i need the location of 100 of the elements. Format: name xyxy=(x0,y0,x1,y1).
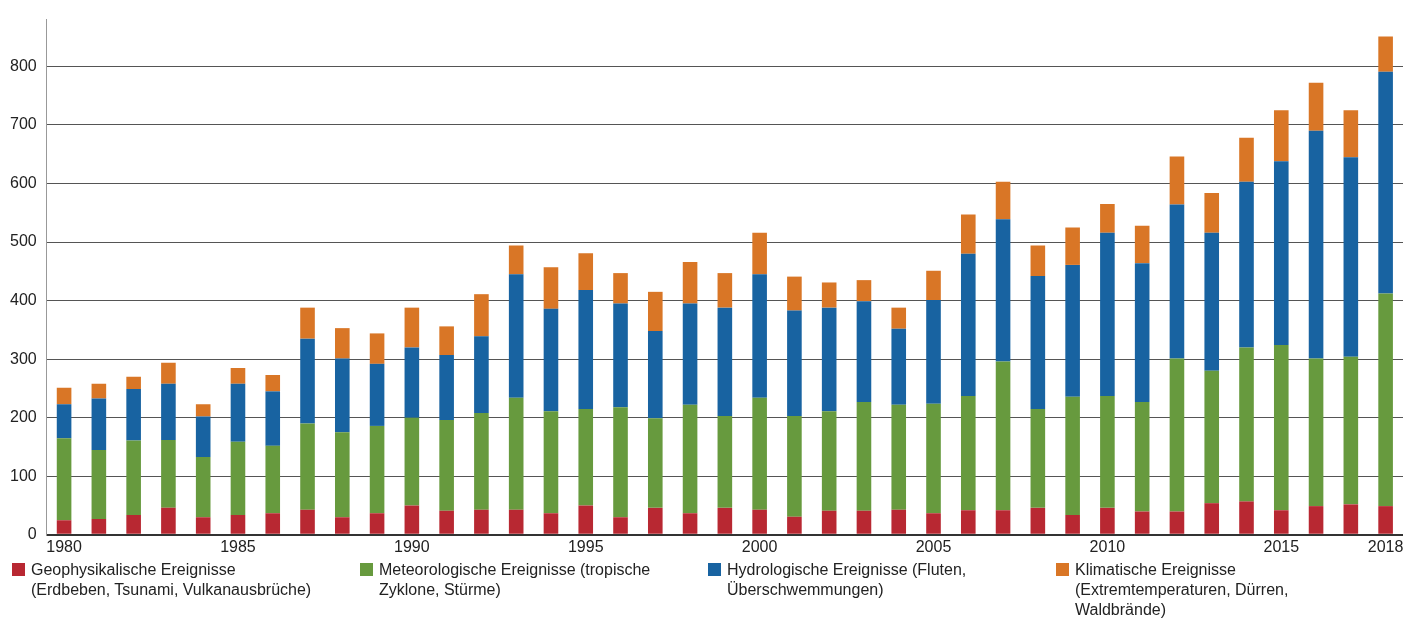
bar xyxy=(126,440,141,515)
bar xyxy=(1030,507,1046,534)
x-tick-label: 1985 xyxy=(220,537,256,555)
bar xyxy=(995,219,1011,362)
bar xyxy=(126,389,141,441)
bar xyxy=(1030,408,1046,508)
bar xyxy=(578,253,594,291)
bar xyxy=(91,398,107,450)
bar xyxy=(613,273,628,304)
bar xyxy=(752,509,767,534)
bar xyxy=(300,509,315,534)
bar xyxy=(1065,227,1080,265)
bar xyxy=(1239,347,1254,502)
bar xyxy=(56,520,72,534)
bar xyxy=(1100,507,1115,534)
x-tick-label: 1990 xyxy=(394,537,430,555)
bar xyxy=(265,374,281,392)
bar xyxy=(543,513,559,534)
bar xyxy=(1169,358,1185,512)
bar xyxy=(474,509,489,534)
bar xyxy=(995,181,1011,220)
bar xyxy=(335,328,350,359)
bar xyxy=(195,456,211,518)
bar xyxy=(369,333,385,364)
bar xyxy=(613,303,628,408)
bar xyxy=(717,307,733,416)
bar xyxy=(508,274,524,398)
bar xyxy=(682,303,698,405)
bar xyxy=(404,505,420,534)
bar xyxy=(926,403,941,514)
bar xyxy=(960,253,976,397)
bar xyxy=(856,510,872,534)
bar xyxy=(1343,157,1359,357)
bar xyxy=(404,417,420,506)
bar xyxy=(195,416,211,457)
bar xyxy=(647,418,663,508)
bar xyxy=(195,404,211,417)
bar xyxy=(926,300,941,404)
bar xyxy=(335,358,350,433)
bar xyxy=(1343,504,1359,534)
bar xyxy=(578,290,594,409)
bar xyxy=(508,509,524,534)
bar xyxy=(682,261,698,304)
x-tick-label: 2000 xyxy=(741,537,778,555)
bar xyxy=(752,397,767,510)
bar xyxy=(543,267,559,309)
bar xyxy=(161,439,176,508)
bar xyxy=(474,294,489,337)
bar xyxy=(300,423,315,510)
bar xyxy=(960,214,976,254)
bar xyxy=(1378,36,1393,72)
bar xyxy=(1134,225,1150,264)
bar xyxy=(856,280,872,302)
bar xyxy=(1378,293,1393,507)
legend-label: Geophysikalische Ereignisse (Erdbeben, Tsunami, Vulkanausbrüche) xyxy=(31,560,313,600)
x-tick-label: 1980 xyxy=(46,537,82,555)
bar xyxy=(821,411,837,511)
bar xyxy=(1030,245,1046,277)
bar xyxy=(1065,264,1080,397)
bar xyxy=(647,291,663,332)
bar xyxy=(752,274,767,398)
bar xyxy=(474,336,489,414)
bar xyxy=(91,449,107,519)
bar xyxy=(891,328,907,405)
bar xyxy=(1239,181,1254,348)
bar xyxy=(300,307,315,339)
bar xyxy=(439,326,454,356)
bar xyxy=(91,518,107,534)
bar xyxy=(126,514,141,534)
bar xyxy=(1204,192,1220,233)
bar xyxy=(369,425,385,514)
bar xyxy=(543,308,559,412)
bar xyxy=(1204,232,1220,371)
bar xyxy=(926,270,941,301)
bar xyxy=(230,383,246,442)
bar xyxy=(1308,358,1324,507)
bar xyxy=(578,408,594,506)
bar xyxy=(1308,82,1324,131)
bar xyxy=(787,276,802,311)
legend-label: Meteorologische Ereignisse (tropische Zyklone, Stürme) xyxy=(379,560,652,600)
bar xyxy=(1378,506,1393,534)
bar xyxy=(1065,396,1080,515)
bar xyxy=(1204,370,1220,504)
x-tick-label: 2018 xyxy=(1367,537,1404,555)
bar xyxy=(1100,232,1115,397)
bar xyxy=(821,510,837,534)
bar xyxy=(1239,137,1254,182)
bar xyxy=(647,507,663,534)
bar xyxy=(1169,204,1185,359)
bar xyxy=(335,517,350,534)
bar xyxy=(752,232,767,275)
bar xyxy=(508,397,524,510)
bar xyxy=(1134,401,1150,512)
bar xyxy=(230,367,246,384)
bar xyxy=(787,310,802,416)
bar xyxy=(1065,514,1080,534)
bar xyxy=(439,355,454,421)
bar xyxy=(682,404,698,514)
y-tick-label: 100 xyxy=(9,466,37,484)
x-tick-label: 2015 xyxy=(1263,537,1300,555)
